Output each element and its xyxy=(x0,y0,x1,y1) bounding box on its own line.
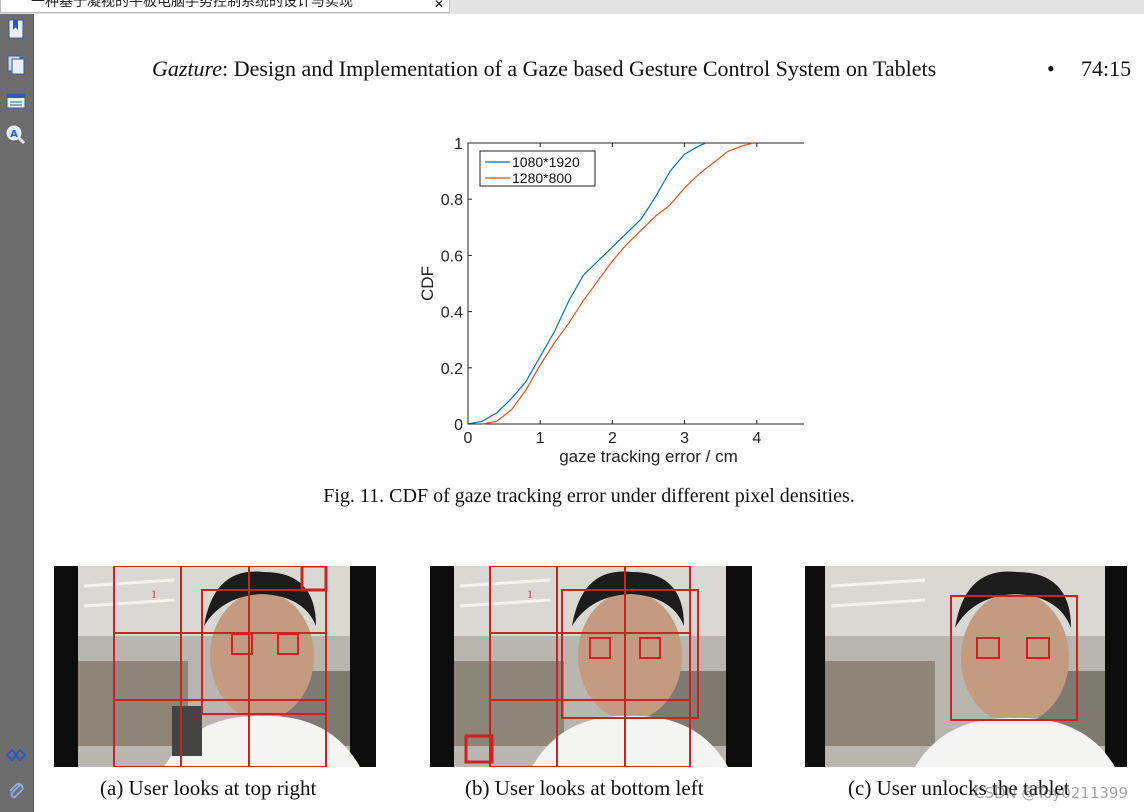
plot-frame xyxy=(467,142,804,425)
page-number: 74:15 xyxy=(1081,56,1132,81)
x-axis-label: gaze tracking error / cm xyxy=(559,447,738,466)
x-tick-label: 1 xyxy=(536,430,545,447)
y-tick-label: 1 xyxy=(454,136,463,153)
y-tick-label: 0.2 xyxy=(441,361,463,378)
links-icon xyxy=(5,748,27,762)
running-head: Gazture: Design and Implementation of a … xyxy=(152,56,936,82)
legend-entry-1: 1080*1920 xyxy=(512,154,580,170)
layers-button[interactable] xyxy=(5,90,27,112)
layers-icon xyxy=(6,93,26,109)
tick-layer: 01234500.20.40.60.81 xyxy=(441,136,762,447)
region-label: 1 xyxy=(527,587,533,601)
series-line-1 xyxy=(467,142,707,425)
search-button[interactable]: A xyxy=(5,124,27,146)
pages-button[interactable] xyxy=(5,54,27,76)
links-button[interactable] xyxy=(5,744,27,766)
pages-icon xyxy=(7,55,25,75)
x-tick-label: 3 xyxy=(680,430,689,447)
subfigure-caption-b: (b) User looks at bottom left xyxy=(465,776,704,800)
close-icon[interactable]: ✕ xyxy=(433,0,444,11)
series-line-2 xyxy=(482,142,754,425)
pdf-page: Gazture: Design and Implementation of a … xyxy=(34,14,1144,812)
tab-title: 一种基于凝视的平板电脑手势控制系统的设计与实现 xyxy=(31,0,353,10)
watermark: CSDN @Toy0211399 xyxy=(974,784,1129,802)
y-tick-label: 0.4 xyxy=(441,305,463,322)
y-tick-label: 0 xyxy=(454,417,463,434)
bookmark-button[interactable] xyxy=(5,18,27,40)
photo-c: 9 xyxy=(805,566,1127,767)
subfigure-caption-a: (a) User looks at top right xyxy=(100,776,317,800)
bookmark-icon xyxy=(8,19,24,39)
running-head-rest: : Design and Implementation of a Gaze ba… xyxy=(222,56,937,81)
subfigure-caption-c: (c) User unlocks the tablet xyxy=(848,776,1070,800)
photo-a: 1 xyxy=(54,566,376,767)
legend-box xyxy=(479,150,596,187)
region-label: 1 xyxy=(151,587,157,601)
y-tick-label: 0.8 xyxy=(441,192,463,209)
legend-entry-2: 1280*800 xyxy=(512,170,572,186)
x-tick-label: 2 xyxy=(608,430,617,447)
attachment-button[interactable] xyxy=(5,780,27,802)
sidebar: A xyxy=(0,14,34,812)
y-tick-label: 0.6 xyxy=(441,248,463,265)
search-icon: A xyxy=(6,125,26,145)
plot-border xyxy=(467,142,804,425)
svg-text:A: A xyxy=(10,129,18,140)
running-head-italic: Gazture xyxy=(152,56,223,81)
tab-bar: 一种基于凝视的平板电脑手势控制系统的设计与实现 ✕ xyxy=(0,0,1144,15)
photo-b: 1 xyxy=(430,566,752,767)
series-layer xyxy=(467,142,754,425)
document-tab[interactable]: 一种基于凝视的平板电脑手势控制系统的设计与实现 ✕ xyxy=(0,0,450,13)
y-axis-label: CDF xyxy=(418,266,437,301)
x-tick-label: 4 xyxy=(752,430,761,447)
attachment-icon xyxy=(9,783,24,798)
figure-caption: Fig. 11. CDF of gaze tracking error unde… xyxy=(323,485,855,507)
x-tick-label: 0 xyxy=(464,430,473,447)
running-head-bullet: • xyxy=(1047,56,1055,81)
